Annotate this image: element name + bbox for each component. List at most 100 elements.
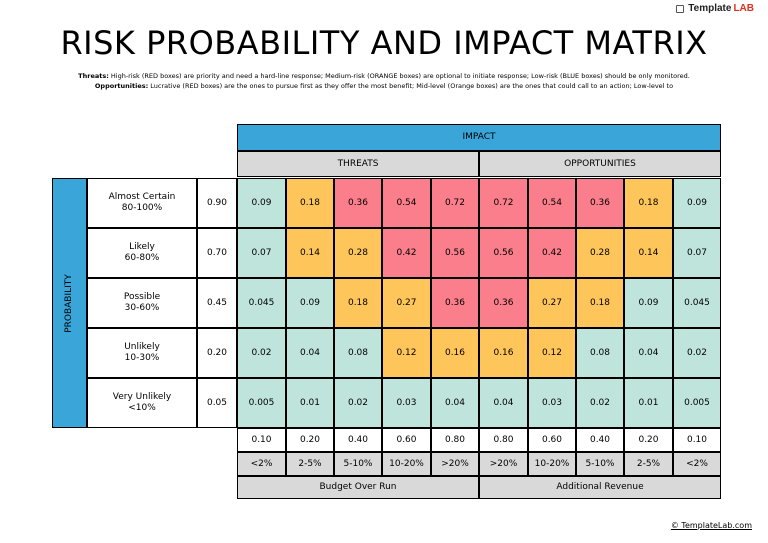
impact-percent: 2-5% [624,452,673,476]
matrix-cell: 0.09 [624,278,673,328]
matrix-cell: 0.04 [479,378,528,428]
additional-revenue-label: Additional Revenue [479,476,721,499]
impact-value: 0.60 [528,428,576,452]
impact-percent: >20% [479,452,528,476]
row-label-name: Possible [123,292,161,302]
matrix-cell: 0.28 [334,228,382,278]
row-label-name: Very Unlikely [112,392,172,402]
impact-value: 0.20 [624,428,673,452]
matrix-cell: 0.12 [528,328,576,378]
notes: Threats: High-risk (RED boxes) are prior… [40,72,728,91]
impact-percent: 5-10% [576,452,624,476]
matrix-cell: 0.18 [334,278,382,328]
impact-value: 0.80 [431,428,479,452]
impact-value: 0.20 [286,428,334,452]
impact-value: 0.80 [479,428,528,452]
matrix-cell: 0.27 [528,278,576,328]
impact-percent: 2-5% [286,452,334,476]
opportunities-note-text: Lucrative (RED boxes) are the ones to pu… [150,81,674,90]
row-label-range: 60-80% [124,253,160,263]
matrix-cell: 0.02 [334,378,382,428]
logo-accent: LAB [733,3,754,14]
probability-label: PROBABILITY [64,273,74,333]
matrix-cell: 0.18 [576,278,624,328]
matrix-cell: 0.07 [673,228,721,278]
impact-percent: 10-20% [528,452,576,476]
probability-row-label: Likely 60-80% [87,228,197,278]
matrix-cell: 0.18 [624,178,673,228]
row-label-range: <10% [128,403,156,413]
impact-header: IMPACT [237,124,721,151]
matrix-cell: 0.16 [431,328,479,378]
impact-percent: >20% [431,452,479,476]
row-label-name: Likely [129,242,155,252]
probability-value: 0.20 [197,328,237,378]
matrix-cell: 0.005 [237,378,286,428]
copyright-link[interactable]: © TemplateLab.com [670,521,752,530]
matrix-cell: 0.045 [237,278,286,328]
probability-value: 0.70 [197,228,237,278]
row-label-name: Almost Certain [108,192,176,202]
matrix-cell: 0.01 [286,378,334,428]
matrix-cell: 0.16 [479,328,528,378]
row-label-range: 30-60% [124,303,160,313]
row-label-range: 10-30% [124,353,160,363]
probability-value: 0.45 [197,278,237,328]
matrix-cell: 0.56 [479,228,528,278]
row-label-name: Unlikely [124,342,160,352]
matrix-cell: 0.09 [286,278,334,328]
matrix-cell: 0.28 [576,228,624,278]
matrix-cell: 0.36 [334,178,382,228]
matrix-cell: 0.02 [673,328,721,378]
opportunities-note: Opportunities: Lucrative (RED boxes) are… [40,82,728,92]
logo-text: Template [688,3,732,14]
matrix-cell: 0.045 [673,278,721,328]
matrix-cell: 0.09 [673,178,721,228]
templatelab-logo: Template LAB [676,3,754,14]
probability-row-label: Unlikely 10-30% [87,328,197,378]
matrix-cell: 0.14 [624,228,673,278]
matrix-cell: 0.36 [479,278,528,328]
matrix-cell: 0.09 [237,178,286,228]
matrix-cell: 0.27 [382,278,431,328]
matrix-cell: 0.42 [528,228,576,278]
matrix-cell: 0.54 [528,178,576,228]
logo-icon [676,4,685,13]
impact-value: 0.60 [382,428,431,452]
probability-value: 0.90 [197,178,237,228]
probability-row-label: Possible 30-60% [87,278,197,328]
probability-row-label: Almost Certain 80-100% [87,178,197,228]
opportunities-header: OPPORTUNITIES [479,151,721,177]
matrix-cell: 0.04 [431,378,479,428]
matrix-cell: 0.02 [237,328,286,378]
matrix-cell: 0.08 [576,328,624,378]
matrix-cell: 0.04 [286,328,334,378]
matrix-cell: 0.08 [334,328,382,378]
impact-value: 0.40 [576,428,624,452]
budget-over-run-label: Budget Over Run [237,476,479,499]
matrix-cell: 0.03 [528,378,576,428]
matrix-cell: 0.18 [286,178,334,228]
threats-note-text: High-risk (RED boxes) are priority and n… [110,72,690,80]
matrix-cell: 0.36 [576,178,624,228]
matrix-cell: 0.56 [431,228,479,278]
threats-note: Threats: High-risk (RED boxes) are prior… [40,72,728,82]
opportunities-note-label: Opportunities: [94,81,149,90]
matrix-cell: 0.02 [576,378,624,428]
page-title: RISK PROBABILITY AND IMPACT MATRIX [60,24,708,62]
matrix-cell: 0.14 [286,228,334,278]
matrix-cell: 0.54 [382,178,431,228]
matrix-cell: 0.07 [237,228,286,278]
matrix-cell: 0.72 [479,178,528,228]
threats-note-label: Threats: [78,72,109,80]
matrix-cell: 0.01 [624,378,673,428]
threats-header: THREATS [237,151,479,177]
row-label-range: 80-100% [121,203,163,213]
impact-percent: <2% [673,452,721,476]
matrix-cell: 0.04 [624,328,673,378]
matrix-cell: 0.03 [382,378,431,428]
probability-value: 0.05 [197,378,237,428]
impact-value: 0.10 [237,428,286,452]
impact-percent: 5-10% [334,452,382,476]
impact-value: 0.10 [673,428,721,452]
